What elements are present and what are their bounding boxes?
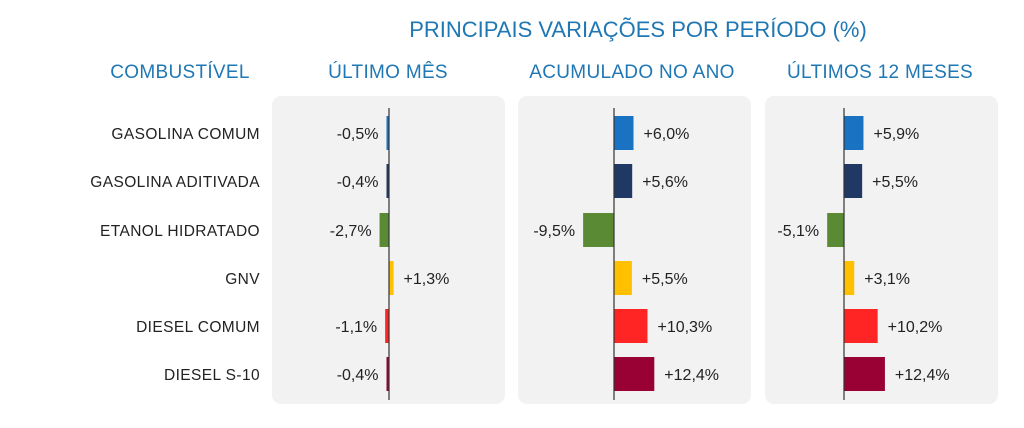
data-label-ultimo-mes-gasolina-aditivada: -0,4% [337,174,379,191]
bar-ultimos-12-meses-diesel-s-10 [844,357,885,391]
data-label-acumulado-no-ano-gnv: +5,5% [642,271,688,288]
data-label-ultimo-mes-diesel-comum: -1,1% [335,319,377,336]
panel-background [765,96,998,404]
column-header-ultimos-12-meses: ÚLTIMOS 12 MESES [787,61,973,83]
data-label-ultimo-mes-gnv: +1,3% [404,271,450,288]
panel-ultimos-12-meses: ÚLTIMOS 12 MESES +5,9% +5,5% -5,1% +3,1% +10,… [765,61,998,404]
bar-acumulado-no-ano-etanol-hidratado [583,213,614,247]
category-label-diesel-s-10: DIESEL S-10 [164,367,260,384]
bar-acumulado-no-ano-gasolina-aditivada [614,164,633,198]
bar-ultimo-mes-diesel-s-10 [386,357,389,391]
category-label-gasolina-aditivada: GASOLINA ADITIVADA [90,174,260,191]
category-label-gnv: GNV [225,271,260,288]
bar-acumulado-no-ano-diesel-s-10 [614,357,655,391]
bar-ultimos-12-meses-etanol-hidratado [827,213,844,247]
category-header: COMBUSTÍVEL [110,62,250,83]
chart-panels: ÚLTIMO MÊS -0,5% -0,4% -2,7% +1,3% -1,1% -0,4%… [272,61,998,404]
bar-ultimos-12-meses-gnv [844,261,855,295]
column-header-ultimo-mes: ÚLTIMO MÊS [328,61,448,83]
bar-acumulado-no-ano-gnv [614,261,632,295]
bar-acumulado-no-ano-diesel-comum [614,309,648,343]
panel-acumulado-no-ano: ACUMULADO NO ANO +6,0% +5,6% -9,5% +5,5% +10,… [518,62,751,404]
bar-ultimo-mes-etanol-hidratado [379,213,389,247]
bar-ultimos-12-meses-gasolina-comum [844,116,864,150]
data-label-acumulado-no-ano-gasolina-comum: +6,0% [644,126,690,143]
column-header-acumulado-no-ano: ACUMULADO NO ANO [529,62,734,83]
bar-ultimo-mes-gasolina-aditivada [386,164,389,198]
data-label-ultimo-mes-gasolina-comum: -0,5% [337,126,379,143]
bar-ultimos-12-meses-diesel-comum [844,309,878,343]
bar-ultimo-mes-diesel-comum [385,309,389,343]
data-label-acumulado-no-ano-gasolina-aditivada: +5,6% [642,174,688,191]
data-label-acumulado-no-ano-etanol-hidratado: -9,5% [533,223,575,240]
bar-ultimo-mes-gasolina-comum [386,116,389,150]
data-label-acumulado-no-ano-diesel-s-10: +12,4% [664,367,719,384]
data-label-ultimos-12-meses-gasolina-aditivada: +5,5% [872,174,918,191]
data-label-ultimo-mes-diesel-s-10: -0,4% [337,367,379,384]
data-label-ultimos-12-meses-gnv: +3,1% [864,271,910,288]
panel-ultimo-mes: ÚLTIMO MÊS -0,5% -0,4% -2,7% +1,3% -1,1% -0,4% [272,61,505,404]
panel-background [518,96,751,404]
data-label-ultimo-mes-etanol-hidratado: -2,7% [330,223,372,240]
category-label-diesel-comum: DIESEL COMUM [136,319,260,336]
data-label-acumulado-no-ano-diesel-comum: +10,3% [657,319,712,336]
category-label-etanol-hidratado: ETANOL HIDRATADO [100,223,260,240]
data-label-ultimos-12-meses-gasolina-comum: +5,9% [873,126,919,143]
data-label-ultimos-12-meses-diesel-s-10: +12,4% [895,367,950,384]
chart-title: PRINCIPAIS VARIAÇÕES POR PERÍODO (%) [409,17,867,42]
bar-ultimo-mes-gnv [389,261,394,295]
category-labels: GASOLINA COMUM GASOLINA ADITIVADA ETANOL H… [90,126,260,384]
data-label-ultimos-12-meses-diesel-comum: +10,2% [888,319,943,336]
category-label-gasolina-comum: GASOLINA COMUM [111,126,260,143]
data-label-ultimos-12-meses-etanol-hidratado: -5,1% [777,223,819,240]
bar-ultimos-12-meses-gasolina-aditivada [844,164,863,198]
bar-acumulado-no-ano-gasolina-comum [614,116,634,150]
